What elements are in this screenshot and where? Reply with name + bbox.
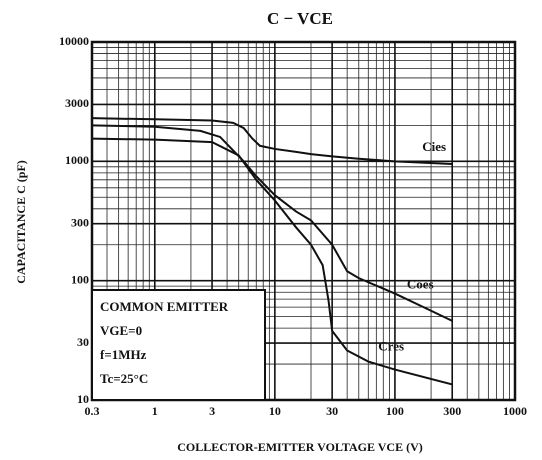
- y-tick-label: 100: [71, 272, 89, 286]
- x-tick-label: 300: [443, 404, 461, 418]
- x-tick-label: 30: [326, 404, 338, 418]
- series-label: Cres: [378, 339, 404, 354]
- annotation-box: [91, 289, 266, 401]
- x-tick-label: 0.3: [85, 404, 100, 418]
- y-tick-label: 10000: [59, 34, 89, 48]
- series-line: [91, 117, 453, 165]
- x-axis-label: COLLECTOR-EMITTER VOLTAGE VCE (V): [177, 440, 422, 454]
- series-label: Coes: [407, 277, 434, 292]
- annotation: f=1MHz: [100, 347, 147, 362]
- plot-frame: [90, 40, 517, 402]
- x-tick-label: 100: [386, 404, 404, 418]
- annotation: VGE=0: [100, 323, 142, 338]
- y-tick-label: 10: [77, 392, 89, 406]
- series-label: Cies: [422, 139, 446, 154]
- x-tick-label: 10: [269, 404, 281, 418]
- y-axis-label: CAPACITANCE C (pF): [14, 160, 28, 284]
- y-tick-label: 1000: [65, 153, 89, 167]
- chart-title: C − VCE: [267, 9, 333, 28]
- series-line: [91, 137, 453, 386]
- annotation: COMMON EMITTER: [100, 299, 229, 314]
- x-tick-label: 1: [152, 404, 158, 418]
- y-tick-label: 30: [77, 335, 89, 349]
- annotation: Tc=25°C: [100, 371, 148, 386]
- series-line: [91, 124, 453, 322]
- x-tick-label: 1000: [503, 404, 527, 418]
- y-tick-label: 300: [71, 215, 89, 229]
- y-tick-label: 3000: [65, 96, 89, 110]
- x-tick-label: 3: [209, 404, 215, 418]
